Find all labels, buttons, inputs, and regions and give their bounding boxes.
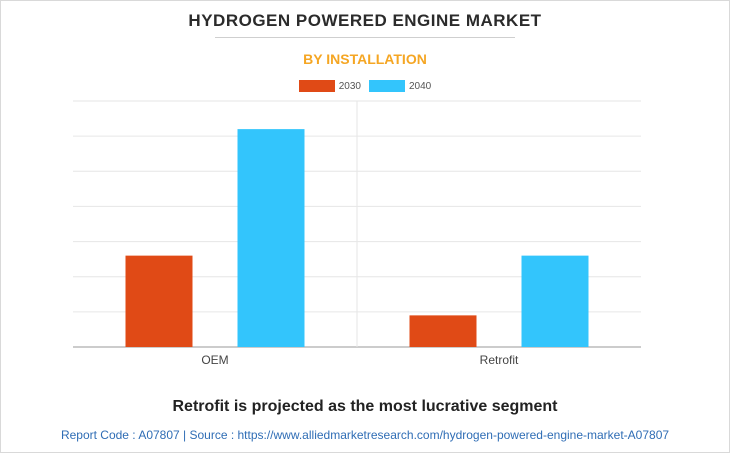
chart-title: HYDROGEN POWERED ENGINE MARKET <box>188 11 542 30</box>
legend-swatch-2030 <box>298 80 335 92</box>
bar-oem-2040 <box>237 129 305 347</box>
chart-legend: 2030 2040 <box>0 80 730 92</box>
title-divider <box>215 37 515 38</box>
chart-tagline: Retrofit is projected as the most lucrat… <box>172 398 558 415</box>
bar-retrofit-2030 <box>409 315 477 347</box>
legend-swatch-2040 <box>369 80 405 92</box>
legend-item-2030: 2030 <box>298 80 361 92</box>
chart-subtitle: BY INSTALLATION <box>303 51 427 67</box>
x-tick-label: OEM <box>201 353 228 367</box>
legend-label-2030: 2030 <box>338 80 361 92</box>
bar-retrofit-2040 <box>521 255 589 347</box>
legend-item-2040: 2040 <box>369 80 431 92</box>
bar-oem-2030 <box>125 255 193 347</box>
legend-label-2040: 2040 <box>409 80 432 92</box>
x-tick-label: Retrofit <box>480 353 519 367</box>
report-source: Report Code : A07807 | Source : https://… <box>60 428 670 442</box>
